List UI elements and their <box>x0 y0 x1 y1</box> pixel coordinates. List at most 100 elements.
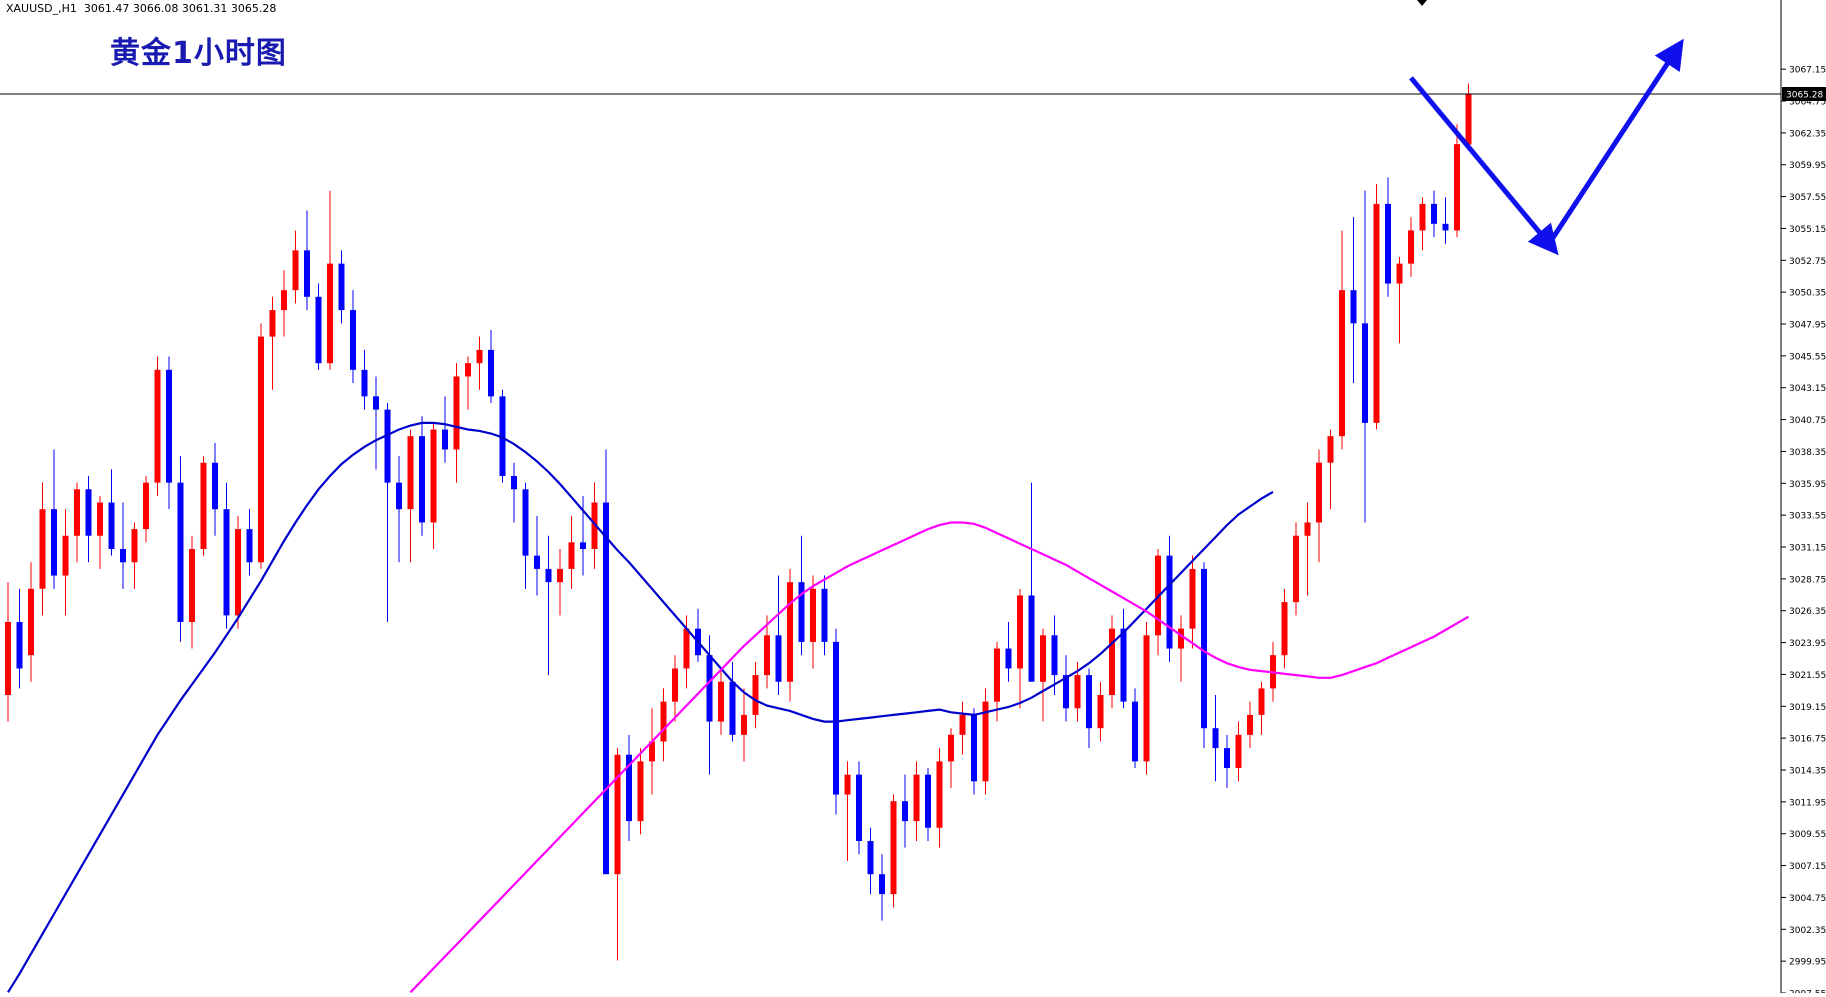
candle-body <box>775 635 782 682</box>
candle-body <box>706 655 713 722</box>
candle-body <box>1247 714 1253 735</box>
candle-body <box>557 568 563 583</box>
candle-body <box>1316 462 1322 523</box>
y-tick-label: 3057.55 <box>1789 193 1826 203</box>
forecast-arrow <box>1546 38 1684 246</box>
candle-body <box>396 482 402 510</box>
forecast-arrows-group <box>1409 38 1684 256</box>
candle-body <box>1385 203 1391 284</box>
candle-body <box>235 529 241 616</box>
candle-body <box>1465 93 1472 145</box>
candle-body <box>177 482 184 623</box>
price-axis: 3067.15 3064.75 3062.35 3059.95 3057.55 3055.… <box>1781 66 1826 997</box>
candle-body <box>269 310 276 337</box>
candle-body <box>844 774 851 795</box>
y-tick-label: 3031.15 <box>1789 544 1826 554</box>
candle-body <box>1408 230 1414 264</box>
candle-body <box>384 409 391 483</box>
candle-body <box>327 263 333 364</box>
candle-body <box>1074 675 1081 709</box>
symbol-ohlc-header: XAUUSD_,H1 3061.47 3066.08 3061.31 3065.… <box>6 2 276 15</box>
y-tick-label: 3028.75 <box>1789 575 1826 585</box>
chart-title: 黄金1小时图 <box>110 36 287 71</box>
candle-body <box>1017 595 1023 669</box>
candle-body <box>1442 223 1449 231</box>
candle-body <box>1339 290 1345 437</box>
y-tick-label: 3011.95 <box>1789 798 1826 808</box>
candle-body <box>74 489 80 536</box>
candle-body <box>1178 628 1184 649</box>
moving-average-slow-line <box>409 521 1470 994</box>
candle-body <box>833 641 839 795</box>
candle-body <box>959 714 966 735</box>
y-tick-label: 3043.15 <box>1789 384 1826 394</box>
y-tick-label: 3064.75 <box>1789 98 1826 108</box>
y-tick-label: 3007.15 <box>1789 862 1826 872</box>
candle-body <box>1132 701 1138 762</box>
candle-body <box>28 588 34 656</box>
candle-body <box>603 502 609 875</box>
candle-body <box>1143 635 1150 762</box>
y-tick-label: 3014.35 <box>1789 767 1826 777</box>
candle-body <box>1201 568 1207 729</box>
candle-body <box>522 489 529 556</box>
candle-body <box>1304 522 1311 536</box>
candle-body <box>51 509 57 576</box>
candle-body <box>1419 203 1426 231</box>
symbol-label: XAUUSD_,H1 <box>6 2 77 15</box>
y-tick-label: 3062.35 <box>1789 129 1826 139</box>
candle-body <box>902 801 908 822</box>
candle-body <box>879 874 885 895</box>
candle-body <box>637 761 644 822</box>
candle-body <box>5 622 11 696</box>
top-marker-icon <box>1417 0 1427 6</box>
candle-body <box>200 462 207 550</box>
candle-body <box>821 588 828 642</box>
candle-body <box>373 396 379 410</box>
candle-body <box>442 429 448 450</box>
candle-body <box>1350 290 1357 324</box>
candles-group <box>5 83 1472 961</box>
moving-averages-group <box>7 421 1470 994</box>
candle-body <box>1396 263 1403 284</box>
candle-body <box>1005 648 1012 669</box>
y-tick-label: 3016.75 <box>1789 735 1826 745</box>
candle-body <box>660 701 667 742</box>
y-tick-label: 3026.35 <box>1789 607 1826 617</box>
y-tick-label: 3035.95 <box>1789 480 1826 490</box>
candle-body <box>1293 535 1299 603</box>
candle-body <box>488 349 494 397</box>
candle-body <box>350 310 356 370</box>
candle-body <box>1258 688 1265 715</box>
moving-average-fast-line <box>7 421 1274 993</box>
candle-body <box>741 714 747 735</box>
candle-body <box>534 555 540 569</box>
candle-body <box>1454 144 1460 231</box>
candle-body <box>948 734 954 762</box>
candle-body <box>1051 635 1058 676</box>
y-tick-label: 3023.95 <box>1789 639 1826 649</box>
y-tick-label: 3019.15 <box>1789 703 1826 713</box>
candle-body <box>246 529 253 563</box>
forecast-arrow <box>1409 76 1559 256</box>
candle-body <box>1040 635 1046 682</box>
ohlc-values: 3061.47 3066.08 3061.31 3065.28 <box>83 2 277 15</box>
candle-body <box>39 509 46 589</box>
candle-body <box>568 542 575 569</box>
candle-body <box>1166 555 1173 649</box>
y-tick-label: 3052.75 <box>1789 257 1826 267</box>
candle-body <box>672 668 678 702</box>
candle-body <box>1431 203 1437 224</box>
candle-body <box>971 714 977 782</box>
price-tag-label: 3065.28 <box>1786 90 1823 100</box>
candle-body <box>867 841 874 875</box>
candle-body <box>143 482 149 530</box>
candle-body <box>810 588 816 642</box>
candle-body <box>718 681 724 722</box>
candle-body <box>982 701 989 782</box>
candle-body <box>407 436 414 510</box>
y-tick-label: 3004.75 <box>1789 894 1826 904</box>
candle-body <box>131 529 138 563</box>
